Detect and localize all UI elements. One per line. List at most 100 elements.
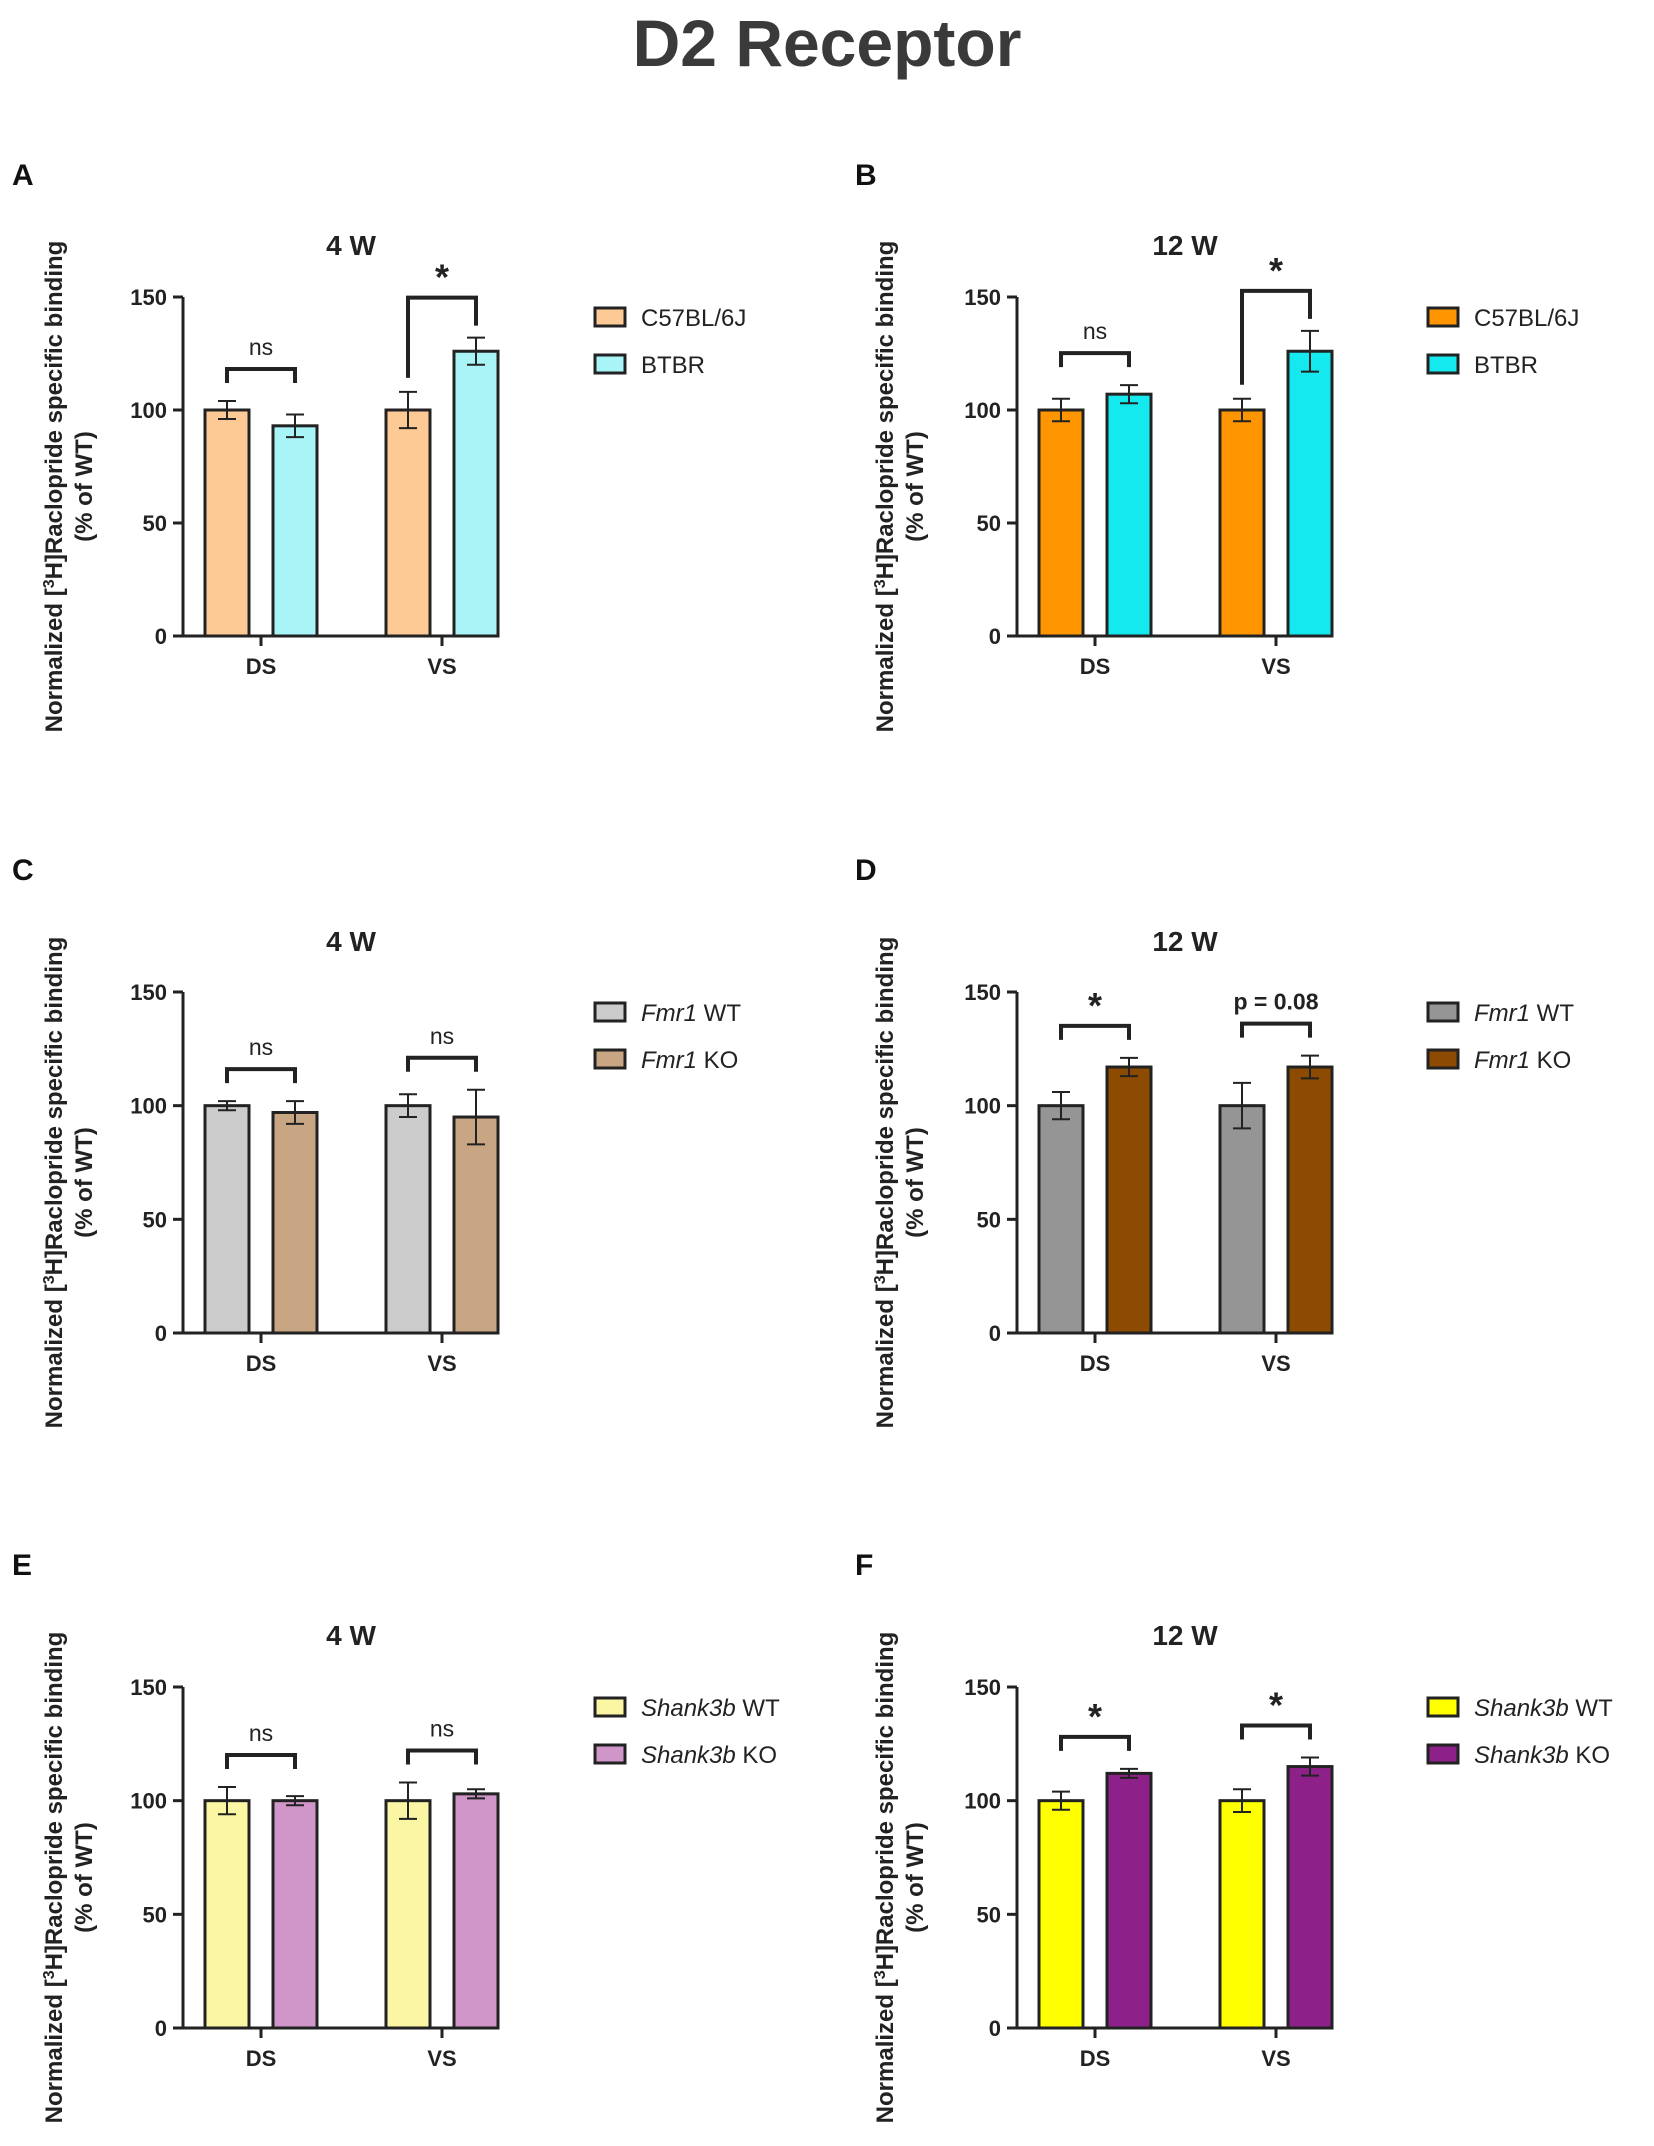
bar-vs-series2 xyxy=(452,1115,500,1335)
panel-label: F xyxy=(855,1549,873,1582)
y-tick-label: 0 xyxy=(155,1321,167,1346)
significance-bracket xyxy=(1059,1734,1131,1751)
y-axis-label-prefix: Normalized [ xyxy=(41,1979,68,2123)
y-axis-label: Normalized [3H]Raclopride specific bindi… xyxy=(872,937,930,1429)
significance-bracket xyxy=(1059,1023,1131,1040)
y-axis-label-superscript: 3 xyxy=(41,1970,58,1979)
legend-swatch xyxy=(593,1001,627,1023)
legend-label-italic: Fmr1 xyxy=(641,1000,704,1027)
y-tick-label: 0 xyxy=(155,624,167,649)
legend-label-text: BTBR xyxy=(1474,352,1538,379)
x-tick-label: DS xyxy=(1080,2046,1111,2071)
legend-label: Shank3b WT xyxy=(641,1695,780,1722)
legend-swatch xyxy=(1426,1001,1460,1023)
legend-label: Fmr1 KO xyxy=(641,1047,738,1074)
bar-ds-series2 xyxy=(271,1799,319,2030)
y-axis-label-rest: H]Raclopride specific binding xyxy=(872,1632,899,1971)
y-tick-label: 100 xyxy=(130,398,167,423)
legend-label-text: KO xyxy=(1537,1047,1572,1074)
significance-bracket xyxy=(1240,288,1312,385)
y-tick-label: 50 xyxy=(143,1207,167,1232)
y-axis-label-superscript: 3 xyxy=(872,1275,889,1284)
legend-label-text: WT xyxy=(1575,1695,1613,1722)
x-tick-label: DS xyxy=(246,2046,277,2071)
y-tick-label: 100 xyxy=(964,1789,1001,1814)
y-tick-label: 100 xyxy=(130,1094,167,1119)
y-tick-label: 50 xyxy=(143,1902,167,1927)
legend-swatch xyxy=(593,306,627,328)
y-axis-label-rest: H]Raclopride specific binding xyxy=(41,241,68,580)
bar-vs-series1 xyxy=(384,408,432,638)
y-axis-label: Normalized [3H]Raclopride specific bindi… xyxy=(41,1632,99,2124)
chart-title: 12 W xyxy=(1152,926,1218,957)
y-axis-label-prefix: Normalized [ xyxy=(872,1284,899,1428)
y-tick-label: 150 xyxy=(130,285,167,310)
bar-ds-series2 xyxy=(1105,392,1153,638)
panel-b: B 12 W Normalized [3H]Raclopride specific … xyxy=(855,159,1579,732)
y-axis-label-line2: (% of WT) xyxy=(902,431,929,542)
chart-title: 4 W xyxy=(326,230,376,261)
y-axis-label-superscript: 3 xyxy=(41,1275,58,1284)
y-axis-label-rest: H]Raclopride specific binding xyxy=(872,241,899,580)
y-axis-label-line2: (% of WT) xyxy=(71,1127,98,1238)
y-tick-label: 150 xyxy=(130,1675,167,1700)
y-axis-label-line2: (% of WT) xyxy=(902,1822,929,1933)
legend-label: Shank3b KO xyxy=(641,1742,777,1769)
bar-ds-series1 xyxy=(203,408,251,638)
panel-label: E xyxy=(12,1549,32,1582)
significance-bracket xyxy=(225,366,297,383)
significance-bracket xyxy=(406,1055,478,1072)
y-tick-label: 150 xyxy=(130,980,167,1005)
y-axis-label-line1: Normalized [3H]Raclopride specific bindi… xyxy=(41,937,69,1429)
bar-vs-series2 xyxy=(1286,1765,1334,2030)
y-axis-label-superscript: 3 xyxy=(872,579,889,588)
legend-swatch xyxy=(593,1048,627,1070)
legend-label: Fmr1 WT xyxy=(641,1000,741,1027)
bar-vs-series2 xyxy=(452,349,500,638)
y-axis-label-superscript: 3 xyxy=(41,579,58,588)
y-axis-label-line2: (% of WT) xyxy=(71,431,98,542)
significance-label: ns xyxy=(249,1034,273,1060)
panel-f: F 12 W Normalized [3H]Raclopride specific … xyxy=(855,1549,1613,2123)
y-axis-label-prefix: Normalized [ xyxy=(872,588,899,732)
legend-label-text: C57BL/6J xyxy=(1474,305,1579,332)
figure-title: D2 Receptor xyxy=(633,6,1022,80)
y-tick-label: 150 xyxy=(964,1675,1001,1700)
legend-swatch xyxy=(1426,353,1460,375)
y-axis-label: Normalized [3H]Raclopride specific bindi… xyxy=(41,937,99,1429)
significance-label: * xyxy=(435,257,449,298)
y-tick-label: 150 xyxy=(964,980,1001,1005)
chart-title: 12 W xyxy=(1152,1620,1218,1651)
legend-label-text: BTBR xyxy=(641,352,705,379)
legend-label-italic: Fmr1 xyxy=(1474,1000,1537,1027)
legend-label: BTBR xyxy=(641,352,705,379)
panel-label: B xyxy=(855,159,877,192)
legend-label-italic: Shank3b xyxy=(641,1695,742,1722)
legend-label-text: KO xyxy=(704,1047,739,1074)
panel-a: A 4 W Normalized [3H]Raclopride specific b… xyxy=(12,159,746,732)
legend-swatch xyxy=(593,1696,627,1718)
legend-label-text: WT xyxy=(704,1000,742,1027)
bar-vs-series1 xyxy=(1218,1799,1266,2030)
x-tick-label: VS xyxy=(1261,2046,1290,2071)
bar-ds-series1 xyxy=(1037,1104,1085,1335)
significance-label: ns xyxy=(430,1715,454,1741)
y-axis-label-prefix: Normalized [ xyxy=(872,1979,899,2123)
legend-swatch xyxy=(593,353,627,375)
panel-e: E 4 W Normalized [3H]Raclopride specific b… xyxy=(12,1549,780,2123)
y-axis-label: Normalized [3H]Raclopride specific bindi… xyxy=(872,241,930,733)
significance-bracket xyxy=(225,1067,297,1084)
legend-swatch xyxy=(1426,1743,1460,1765)
legend-label-text: C57BL/6J xyxy=(641,305,746,332)
x-tick-label: VS xyxy=(1261,1351,1290,1376)
y-axis-label-line1: Normalized [3H]Raclopride specific bindi… xyxy=(872,241,900,733)
legend-label: Fmr1 WT xyxy=(1474,1000,1574,1027)
x-tick-label: DS xyxy=(246,1351,277,1376)
significance-label: p = 0.08 xyxy=(1233,989,1318,1015)
y-axis-label-line2: (% of WT) xyxy=(71,1822,98,1933)
y-tick-label: 50 xyxy=(977,1207,1001,1232)
significance-bracket xyxy=(1059,351,1131,368)
legend-label-italic: Shank3b xyxy=(1474,1695,1575,1722)
